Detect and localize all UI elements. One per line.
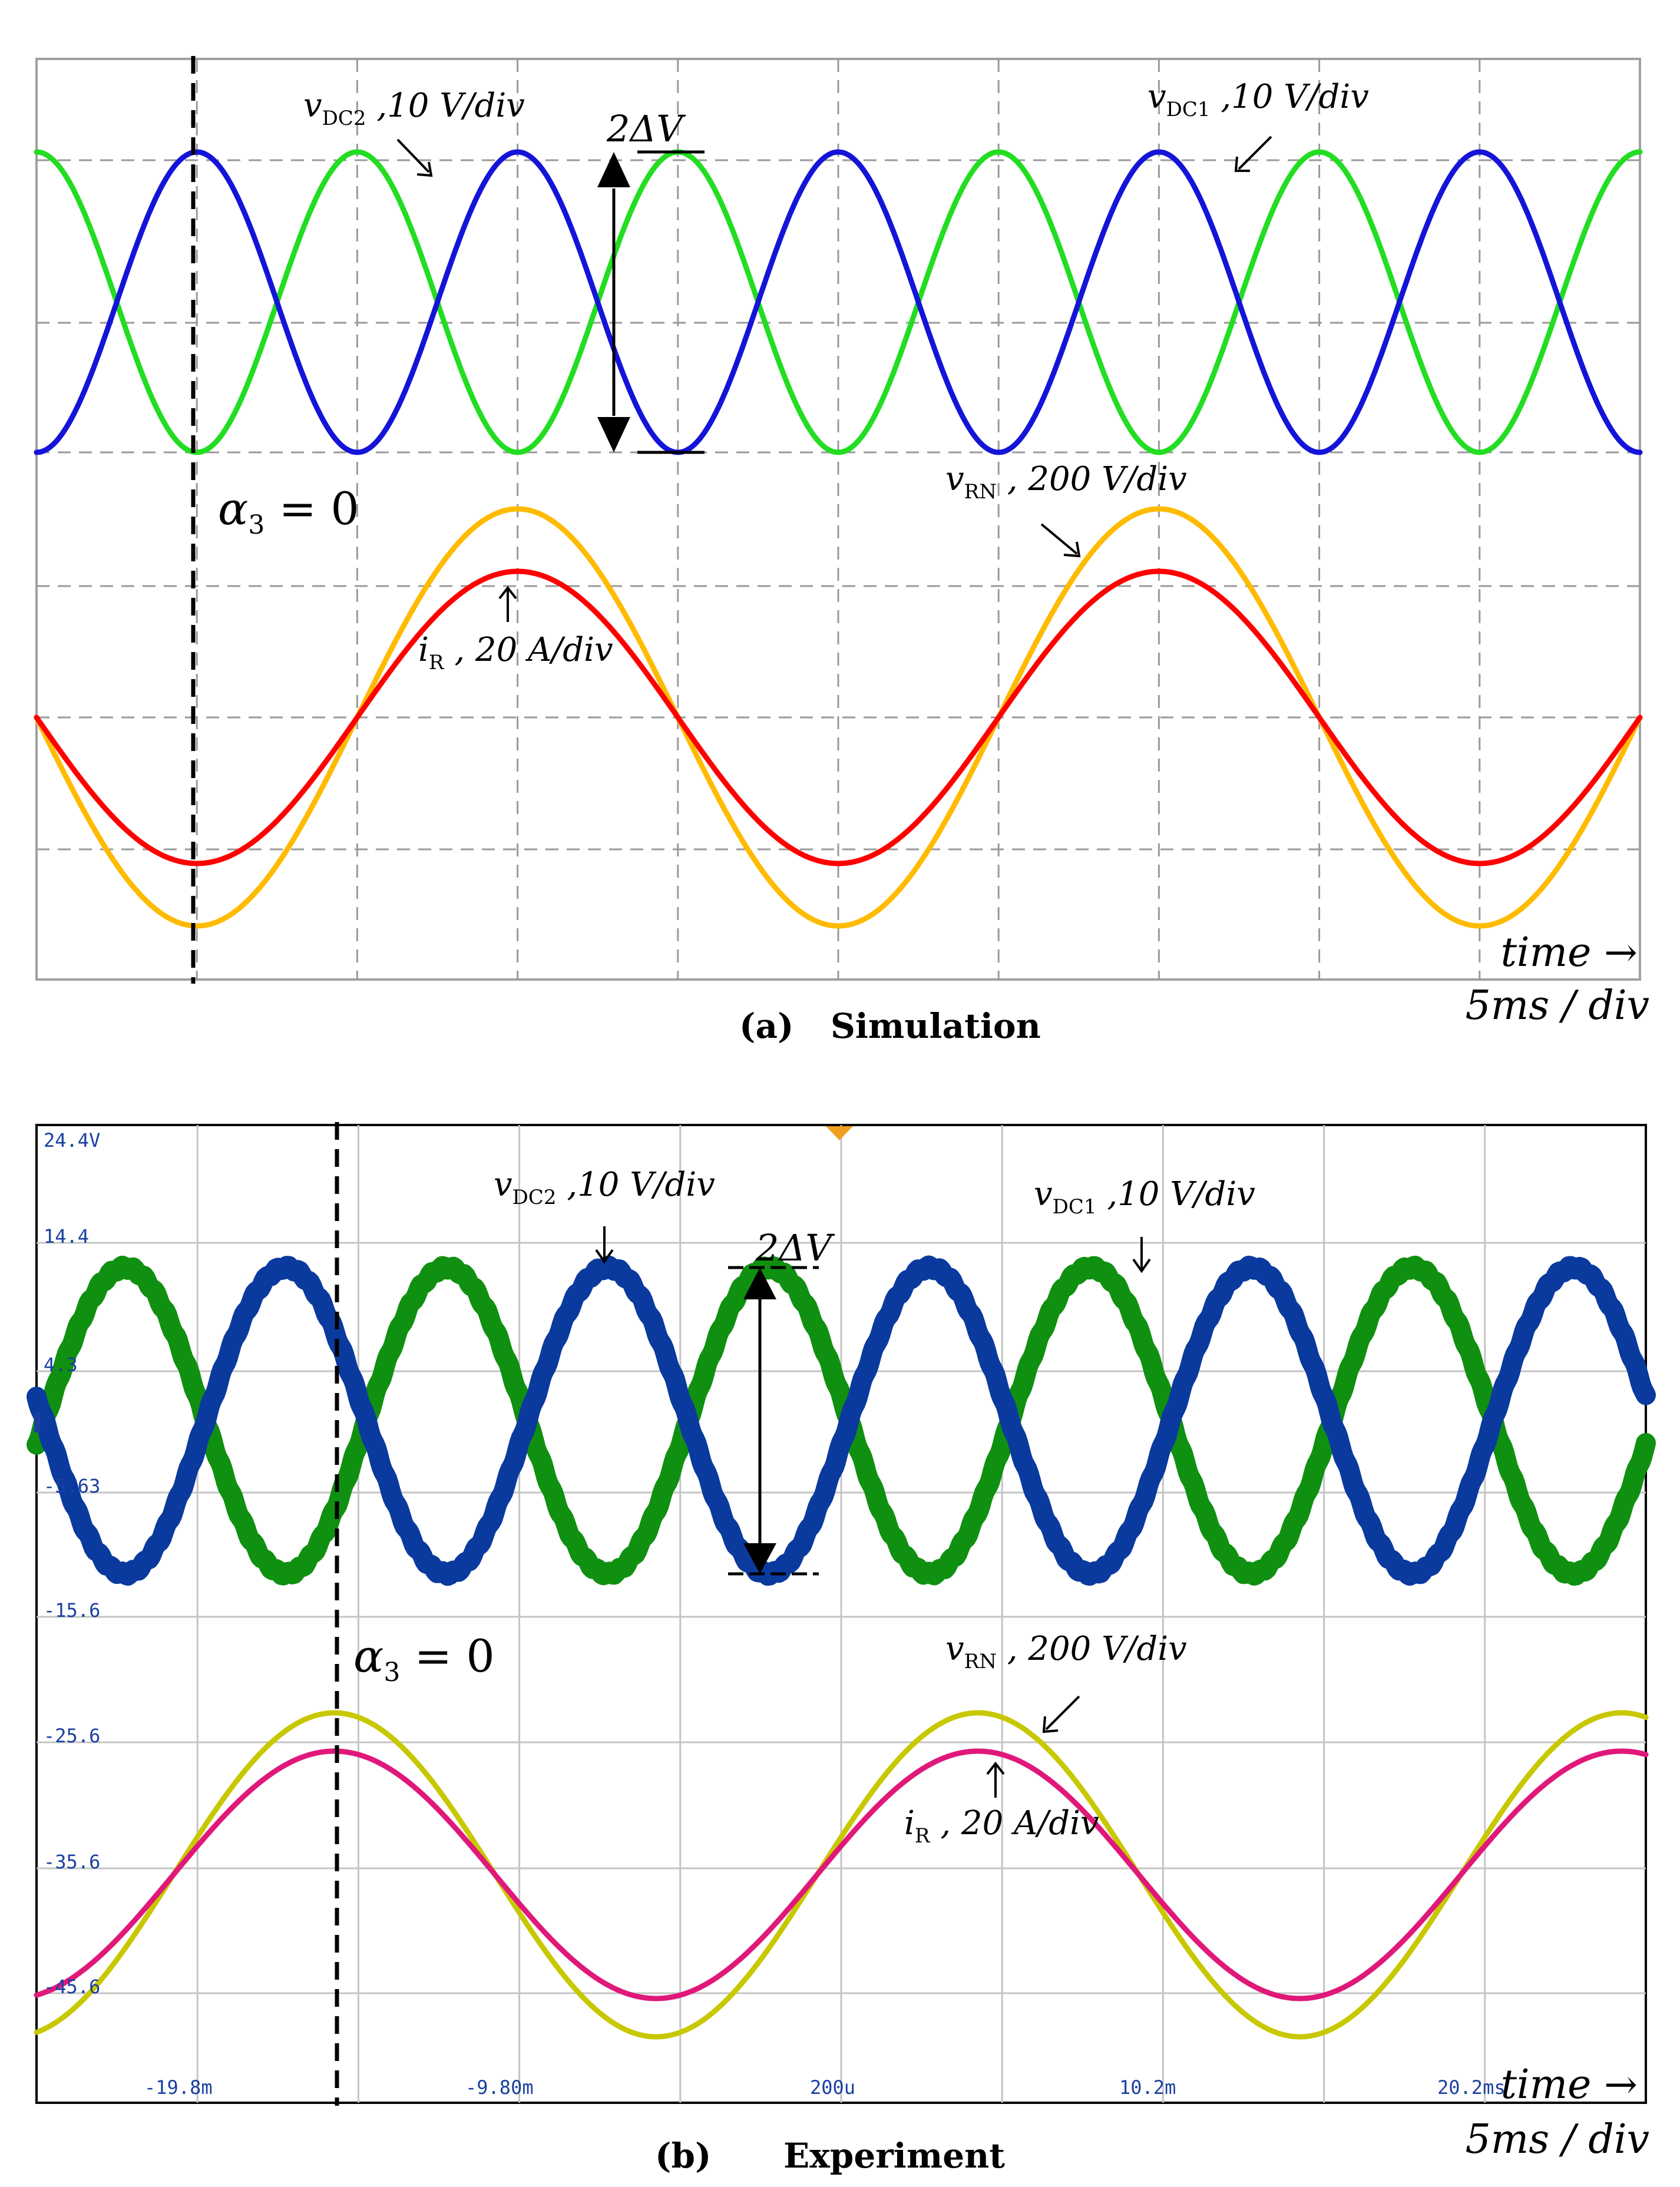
panel-b-delta-v-label: 2ΔV	[755, 1226, 835, 1269]
panel-b-ytick: 4.3	[44, 1354, 78, 1376]
panel-b-time-label: time →	[1501, 2062, 1638, 2108]
trace-vdc2	[34, 149, 1643, 455]
panel-b-xtick: 10.2m	[1119, 2076, 1176, 2099]
panel-b-xtick: 200u	[810, 2076, 855, 2099]
panel-b-arrow-vdc2	[595, 1226, 614, 1264]
panel-a-time-label: time →	[1501, 929, 1638, 976]
trace-vrn	[34, 506, 1643, 929]
panel-a-label-ir: iR , 20 A/div	[418, 631, 613, 674]
panel-b-arrow-vdc1	[1132, 1237, 1151, 1273]
panel-a-label-vrn: vRN , 200 V/div	[945, 460, 1187, 504]
panel-b-ytick: -45.6	[44, 1976, 100, 1998]
panel-b-xtick: -9.80m	[465, 2076, 534, 2099]
trace-ir	[34, 1748, 1649, 2001]
panel-b-ytick: -15.6	[44, 1599, 100, 1622]
panel-b-ytick: 14.4	[44, 1225, 89, 1248]
panel-b-caption: Experiment	[783, 2136, 1005, 2176]
panel-b-delta-v-arrow	[728, 1266, 819, 1576]
panel-b-xtick: 20.2ms	[1437, 2076, 1506, 2099]
panel-b-traces	[27, 1255, 1656, 2040]
panel-a-caption: Simulation	[831, 1006, 1041, 1046]
panel-b: 24.4V 14.4 4.3 -5.63 -15.6 -25.6 -35.6 -…	[27, 1122, 1656, 2176]
trace-ir	[34, 568, 1643, 866]
panel-b-ytick: -25.6	[44, 1725, 100, 1747]
panel-b-time-scale: 5ms / div	[1466, 2116, 1649, 2163]
panel-b-caption-letter: (b)	[655, 2136, 711, 2176]
trace-vrn	[34, 1710, 1649, 2040]
panel-a-arrow-vrn	[1040, 523, 1081, 558]
panel-b-channel-marker-icon	[34, 1412, 40, 1432]
panel-a-arrow-ir	[498, 585, 517, 622]
panel-b-arrow-ir	[986, 1761, 1005, 1798]
panel-b-ytick: 24.4V	[44, 1129, 100, 1152]
panel-b-label-vrn: vRN , 200 V/div	[945, 1630, 1187, 1673]
panel-a-label-vdc2: vDC2 ,10 V/div	[303, 87, 525, 130]
panel-a-grid	[37, 59, 1640, 980]
panel-b-alpha-label: α3 = 0	[353, 1630, 495, 1688]
trace-vdc1	[34, 149, 1643, 455]
panel-a-arrow-vdc2	[396, 138, 433, 177]
panel-b-xtick: -19.8m	[144, 2076, 213, 2099]
panel-a-alpha-label: α3 = 0	[218, 482, 359, 540]
panel-a-traces	[34, 149, 1643, 929]
panel-a-caption-letter: (a)	[739, 1006, 793, 1046]
panel-b-ytick: -35.6	[44, 1851, 100, 1873]
panel-b-label-ir: iR , 20 A/div	[904, 1804, 1099, 1848]
panel-a-arrow-vdc1	[1234, 135, 1272, 172]
panel-a-label-vdc1: vDC1 ,10 V/div	[1147, 78, 1369, 121]
panel-b-label-vdc1: vDC1 ,10 V/div	[1034, 1175, 1255, 1219]
trace-vdc2	[27, 1255, 1656, 1586]
panel-a-delta-v-label: 2ΔV	[606, 107, 686, 150]
panel-a-delta-v-arrow	[597, 150, 705, 454]
panel-a-time-scale: 5ms / div	[1466, 982, 1649, 1029]
panel-b-ytick: -5.63	[44, 1475, 100, 1497]
panel-b-arrow-vrn	[1042, 1695, 1080, 1733]
panel-b-trigger-marker-icon	[826, 1126, 853, 1140]
panel-b-label-vdc2: vDC2 ,10 V/div	[494, 1166, 715, 1209]
panel-a: 2ΔV vDC2 ,10 V/div vDC1 ,10 V/div vRN , …	[34, 56, 1649, 1046]
trace-vdc1	[27, 1255, 1656, 1586]
